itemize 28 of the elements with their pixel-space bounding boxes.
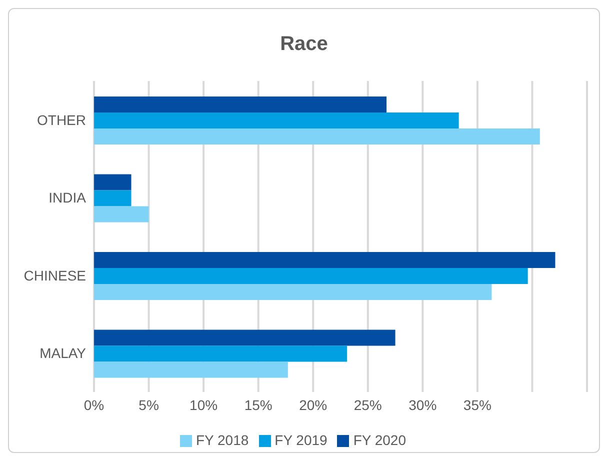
x-tick-label: 25% bbox=[354, 396, 382, 413]
y-tick-label: OTHER bbox=[37, 112, 86, 128]
y-tick-label: MALAY bbox=[40, 345, 87, 362]
bar bbox=[94, 96, 387, 113]
chart-title: Race bbox=[279, 33, 329, 57]
bar bbox=[94, 284, 492, 300]
bar bbox=[94, 174, 132, 190]
bar bbox=[94, 190, 132, 206]
y-tick-label: CHINESE bbox=[24, 267, 86, 284]
x-tick-label: 30% bbox=[408, 396, 437, 413]
bar bbox=[94, 112, 459, 129]
legend-label: FY 2018 bbox=[196, 432, 249, 448]
bar bbox=[94, 206, 149, 222]
x-tick-label: 5% bbox=[138, 396, 159, 413]
bar bbox=[94, 346, 348, 362]
x-tick-label: 0% bbox=[84, 396, 104, 413]
x-tick-label: 10% bbox=[190, 396, 218, 413]
legend-label: FY 2019 bbox=[274, 432, 328, 448]
bar bbox=[94, 268, 528, 284]
bar bbox=[94, 362, 288, 378]
x-tick-label: 35% bbox=[463, 396, 492, 413]
bar bbox=[94, 252, 556, 268]
y-tick-label: INDIA bbox=[48, 190, 87, 206]
legend-label: FY 2020 bbox=[353, 432, 406, 448]
x-tick-label: 20% bbox=[299, 396, 328, 413]
x-tick-label: 15% bbox=[244, 396, 272, 413]
bar bbox=[94, 330, 396, 346]
bar bbox=[94, 128, 540, 145]
